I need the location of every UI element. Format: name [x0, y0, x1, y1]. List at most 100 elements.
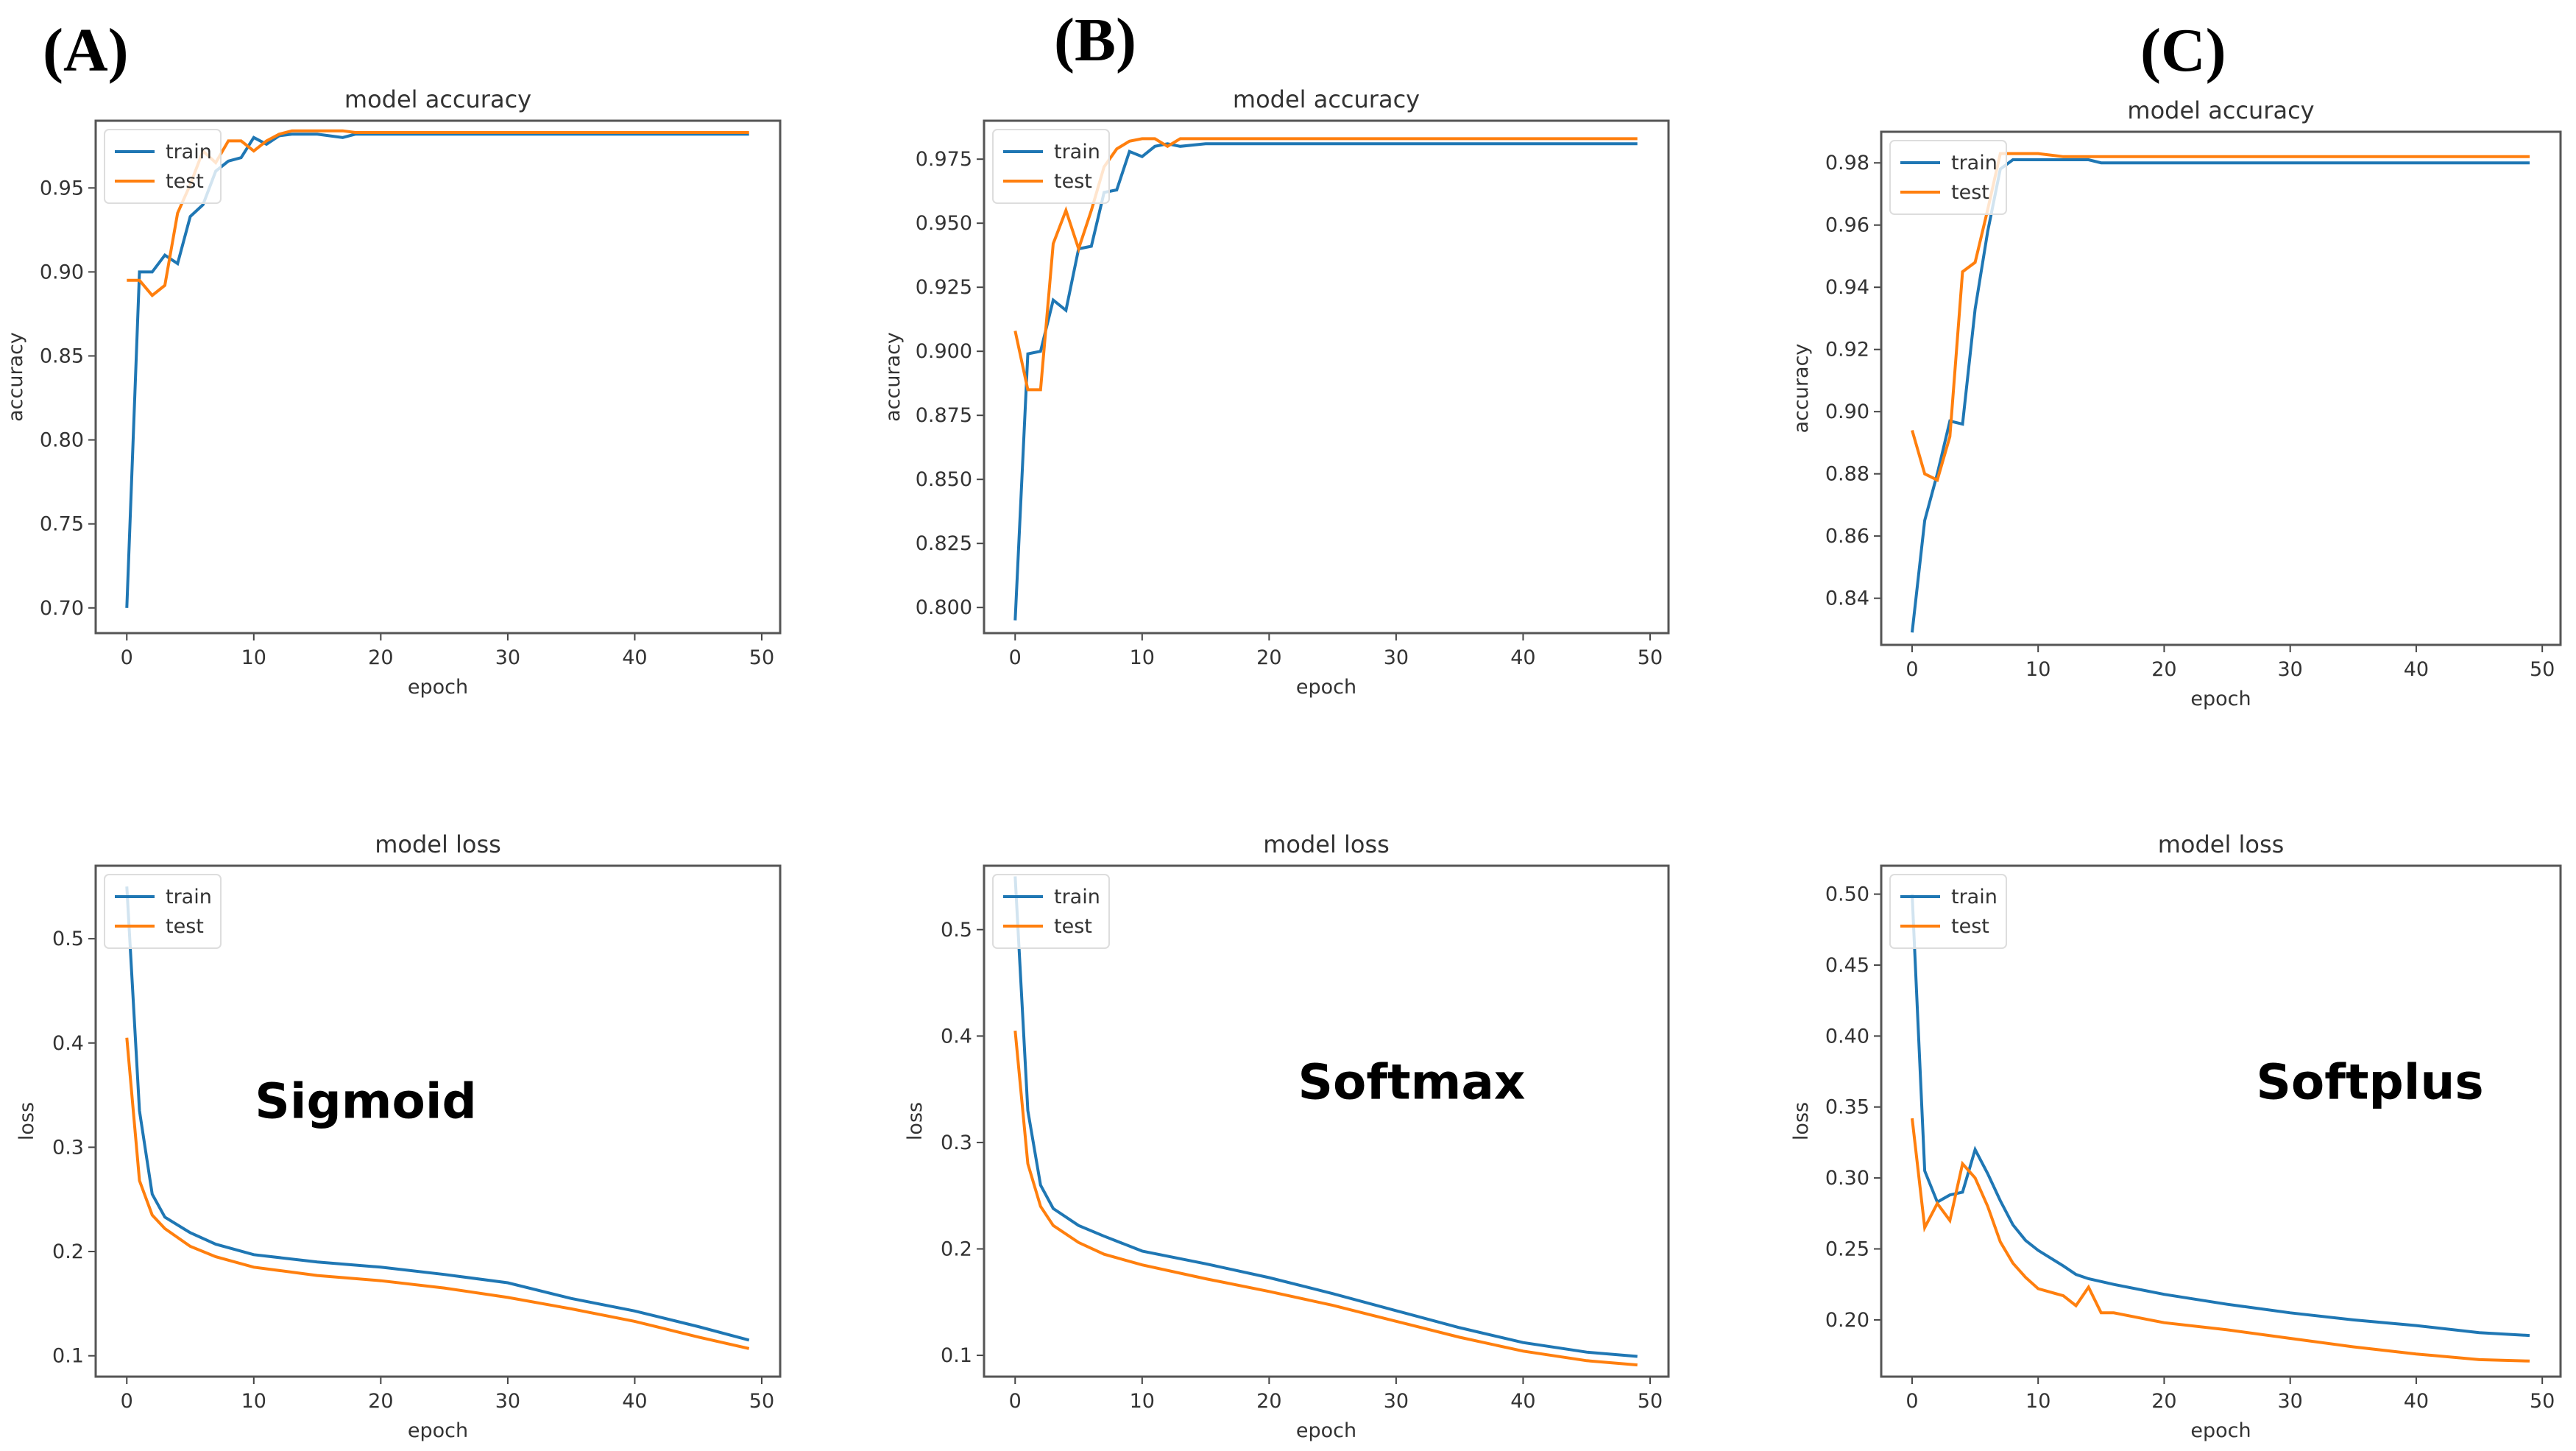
x-tick-label: 20	[2151, 1390, 2176, 1413]
legend: train test	[1889, 874, 2007, 949]
x-tick-label: 30	[495, 1390, 520, 1413]
legend-label-train: train	[1951, 886, 1998, 908]
y-tick-label: 0.95	[40, 177, 84, 200]
legend-label-train: train	[1951, 152, 1998, 174]
x-tick-label: 10	[2025, 1390, 2050, 1413]
x-tick-label: 40	[622, 1390, 647, 1413]
y-tick-label: 0.85	[40, 345, 84, 367]
y-axis-label: accuracy	[1790, 344, 1813, 434]
y-tick-label: 0.825	[916, 532, 972, 555]
chart-title: model accuracy	[2127, 96, 2314, 124]
y-tick-label: 0.850	[916, 468, 972, 491]
legend: train test	[992, 874, 1110, 949]
legend-label-train: train	[166, 886, 212, 908]
chart-title: model accuracy	[344, 85, 531, 113]
y-tick-label: 0.5	[52, 928, 84, 950]
legend-label-train: train	[166, 141, 212, 163]
chart-title: model loss	[2158, 830, 2285, 858]
activation-label-softmax: Softmax	[1298, 1053, 1526, 1111]
chart-title: model accuracy	[1233, 85, 1420, 113]
x-tick-label: 10	[241, 1390, 266, 1413]
activation-label-softplus: Softplus	[2256, 1053, 2484, 1111]
chart-b-accuracy: model accuracy 0 10 20 30 40 50 0.800 0.825 0.850…	[882, 85, 1670, 699]
y-tick-label: 0.20	[1825, 1309, 1869, 1332]
legend-box	[992, 129, 1110, 204]
y-tick-label: 0.925	[916, 276, 972, 299]
y-tick-label: 0.1	[941, 1344, 972, 1367]
x-tick-label: 0	[1906, 1390, 1918, 1413]
x-tick-label: 10	[1130, 1390, 1155, 1413]
x-tick-label: 10	[2025, 658, 2050, 681]
x-tick-label: 20	[2151, 658, 2176, 681]
legend-label-test: test	[1951, 181, 1989, 204]
y-tick-label: 0.875	[916, 404, 972, 427]
y-tick-label: 0.90	[40, 261, 84, 283]
x-tick-label: 40	[2404, 1390, 2429, 1413]
panel-label-c: (C)	[2140, 16, 2226, 85]
y-tick-label: 0.94	[1825, 276, 1869, 299]
y-tick-label: 0.75	[40, 513, 84, 536]
x-tick-label: 30	[495, 646, 520, 669]
x-tick-label: 0	[1009, 646, 1022, 669]
x-tick-label: 20	[1256, 646, 1281, 669]
x-tick-label: 0	[121, 1390, 133, 1413]
legend-label-test: test	[1054, 915, 1092, 938]
x-tick-label: 20	[368, 1390, 393, 1413]
chart-c-loss: model loss 0 10 20 30 40 50 0.20 0.25 0.30 0.35 0.4…	[1790, 830, 2562, 1442]
y-axis-label: accuracy	[4, 332, 27, 422]
x-tick-label: 20	[368, 646, 393, 669]
y-tick-label: 0.96	[1825, 214, 1869, 237]
y-tick-label: 0.25	[1825, 1238, 1869, 1261]
y-tick-label: 0.84	[1825, 587, 1869, 610]
series-line-train	[1911, 894, 2530, 1338]
x-tick-label: 0	[1009, 1390, 1022, 1413]
x-tick-label: 40	[622, 646, 647, 669]
y-tick-label: 0.3	[941, 1132, 972, 1154]
x-axis-label: epoch	[2190, 1419, 2251, 1442]
legend-label-train: train	[1054, 141, 1100, 163]
plot-frame	[983, 119, 1670, 635]
y-tick-label: 0.4	[941, 1025, 972, 1048]
chart-a-loss: model loss 0 10 20 30 40 50 0.1 0.2 0.3 0.4 0.5 epoc…	[15, 830, 782, 1442]
legend-label-train: train	[1054, 886, 1100, 908]
x-tick-label: 0	[121, 646, 133, 669]
x-tick-label: 50	[749, 646, 774, 669]
plot-frame	[94, 864, 782, 1378]
x-tick-label: 0	[1906, 658, 1918, 681]
series-line-test	[1013, 137, 1638, 392]
x-tick-label: 50	[2530, 1390, 2555, 1413]
y-tick-label: 0.5	[941, 919, 972, 942]
series-line-train	[125, 133, 749, 608]
y-tick-label: 0.70	[40, 597, 84, 620]
chart-c-accuracy: model accuracy 0 10 20 30 40 50 0.84 0.86 0.88 0.9…	[1790, 96, 2562, 710]
y-tick-label: 0.950	[916, 212, 972, 235]
legend-box	[104, 874, 222, 949]
x-tick-label: 30	[1384, 1390, 1409, 1413]
y-tick-label: 0.900	[916, 340, 972, 363]
x-tick-label: 30	[2278, 1390, 2303, 1413]
x-tick-label: 30	[1384, 646, 1409, 669]
legend: train test	[104, 874, 222, 949]
x-tick-label: 50	[1638, 646, 1663, 669]
series-line-test	[125, 1037, 750, 1350]
y-tick-label: 0.1	[52, 1345, 84, 1368]
plot-frame	[983, 864, 1670, 1378]
y-tick-label: 0.30	[1825, 1167, 1869, 1190]
plot-frame	[1880, 130, 2562, 646]
y-tick-label: 0.45	[1825, 954, 1869, 977]
y-axis-label: loss	[15, 1102, 38, 1140]
x-tick-label: 40	[2404, 658, 2429, 681]
chart-title: model loss	[1263, 830, 1390, 858]
x-tick-label: 50	[1638, 1390, 1663, 1413]
y-tick-label: 0.2	[941, 1238, 972, 1261]
x-tick-label: 10	[241, 646, 266, 669]
x-tick-label: 20	[1256, 1390, 1281, 1413]
panel-label-b: (B)	[1054, 6, 1136, 74]
series-line-train	[1013, 876, 1638, 1358]
y-tick-label: 0.2	[52, 1240, 84, 1263]
y-tick-label: 0.90	[1825, 400, 1869, 423]
x-tick-label: 30	[2278, 658, 2303, 681]
y-tick-label: 0.86	[1825, 525, 1869, 548]
series-line-test	[127, 129, 749, 298]
